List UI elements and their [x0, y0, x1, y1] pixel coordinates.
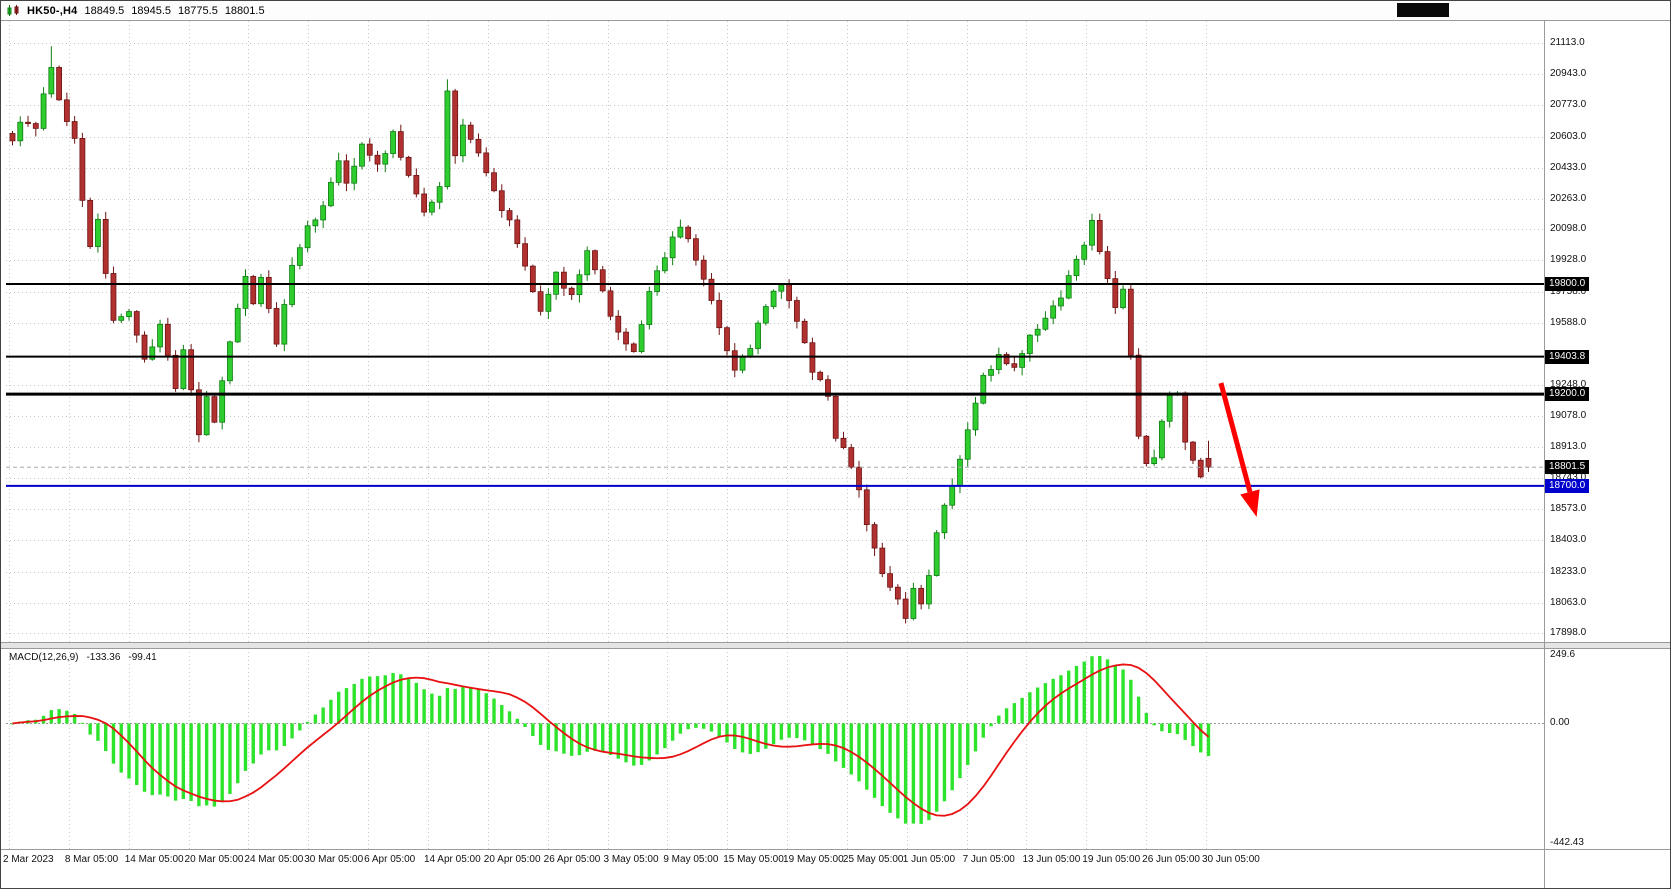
macd-scale-zero: 0.00	[1550, 717, 1570, 729]
time-label: 20 Apr 05:00	[483, 854, 541, 865]
time-label: 30 Jun 05:00	[1202, 854, 1260, 865]
time-label: 7 Jun 05:00	[962, 854, 1015, 865]
price-tick-label: 19928.0	[1550, 254, 1587, 266]
price-tick-label: 20773.0	[1550, 99, 1587, 111]
time-label: 2 Mar 2023	[3, 854, 54, 865]
price-tick-label: 18063.0	[1550, 596, 1587, 608]
price-tick-label: 18403.0	[1550, 534, 1587, 546]
price-tick-label: 18573.0	[1550, 503, 1587, 515]
time-label: 24 Mar 05:00	[244, 854, 304, 865]
time-label: 19 May 05:00	[783, 854, 844, 865]
pane-splitter[interactable]	[1, 642, 1670, 649]
time-label: 30 Mar 05:00	[304, 854, 364, 865]
price-badge-18700.0: 18700.0	[1545, 478, 1590, 493]
price-axis[interactable]: 21113.0 20943.0 20773.0 20603.0 20433.0 20263…	[1545, 21, 1670, 888]
chart-title-bar: HK50-,H4 18849.5 18945.5 18775.5 18801.5	[1, 1, 1670, 21]
macd-indicator-label: MACD(12,26,9) -133.36 -99.41	[9, 652, 157, 663]
time-label: 14 Apr 05:00	[423, 854, 481, 865]
macd-value: -133.36	[86, 652, 121, 663]
time-label: 26 Jun 05:00	[1142, 854, 1200, 865]
macd-scale-max: 249.6	[1550, 649, 1576, 660]
price-tick-label: 20943.0	[1550, 68, 1587, 80]
time-axis-separator	[1, 849, 1670, 850]
time-label: 25 May 05:00	[842, 854, 904, 865]
time-label: 13 Jun 05:00	[1022, 854, 1081, 865]
price-tick-label: 20263.0	[1550, 192, 1587, 204]
ohlc-high: 18945.5	[131, 4, 172, 17]
time-label: 8 Mar 05:00	[64, 854, 119, 865]
price-tick-label: 19248.0	[1550, 379, 1587, 391]
price-tick-label: 20098.0	[1550, 223, 1587, 235]
time-label: 20 Mar 05:00	[184, 854, 244, 865]
macd-signal-line	[12, 663, 1210, 817]
symbol-timeframe-label: HK50-,H4	[27, 4, 78, 17]
price-tick-label: 17898.0	[1550, 627, 1587, 638]
price-tick-label: 18233.0	[1550, 565, 1587, 577]
price-axis-separator	[1544, 21, 1545, 888]
price-tick-label: 19588.0	[1550, 316, 1587, 328]
price-tick-label: 20433.0	[1550, 161, 1587, 173]
time-label: 6 Apr 05:00	[364, 854, 416, 865]
price-badge-19200.0: 19200.0	[1545, 387, 1590, 402]
macd-scale-min: -442.43	[1550, 837, 1584, 848]
price-tick-label: 18743.0	[1550, 471, 1587, 483]
price-tick-label: 18913.0	[1550, 440, 1587, 452]
top-right-black-box	[1397, 3, 1449, 17]
time-label: 14 Mar 05:00	[124, 854, 184, 865]
candles-layer	[9, 46, 1212, 624]
ohlc-open: 18849.5	[84, 4, 125, 17]
ohlc-close: 18801.5	[224, 4, 265, 17]
price-tick-label: 21113.0	[1550, 37, 1585, 48]
macd-signal-value: -99.41	[128, 652, 157, 663]
time-axis[interactable]: 2 Mar 2023 8 Mar 05:00 14 Mar 05:00 20 Mar …	[1, 850, 1544, 888]
time-label: 9 May 05:00	[663, 854, 719, 865]
price-badge-19403.8: 19403.8	[1545, 349, 1590, 364]
price-tick-label: 19758.0	[1550, 285, 1587, 297]
time-label: 3 May 05:00	[603, 854, 659, 865]
trend-arrow-annotation[interactable]	[1218, 382, 1260, 518]
candlestick-chart-icon	[7, 4, 20, 17]
time-label: 26 Apr 05:00	[543, 854, 601, 865]
price-badge-18801.5: 18801.5	[1545, 460, 1590, 475]
price-tick-label: 20603.0	[1550, 130, 1587, 142]
price-tick-label: 19078.0	[1550, 410, 1587, 422]
time-label: 1 Jun 05:00	[902, 854, 956, 865]
time-label: 19 Jun 05:00	[1082, 854, 1141, 865]
ohlc-low: 18775.5	[178, 4, 218, 17]
time-label: 15 May 05:00	[723, 854, 784, 865]
macd-name: MACD(12,26,9)	[9, 652, 79, 663]
price-badge-19800.0: 19800.0	[1545, 276, 1590, 291]
macd-histogram-layer	[10, 656, 1211, 824]
